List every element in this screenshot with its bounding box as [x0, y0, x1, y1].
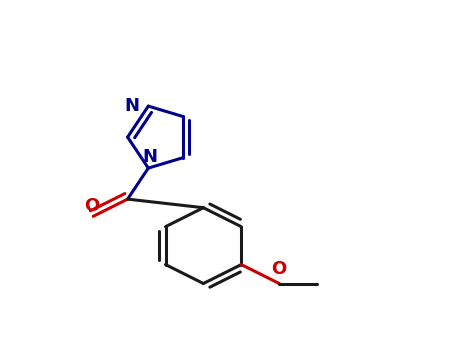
Text: N: N — [142, 148, 157, 166]
Text: O: O — [84, 197, 99, 215]
Text: O: O — [272, 260, 287, 278]
Text: N: N — [125, 97, 140, 115]
